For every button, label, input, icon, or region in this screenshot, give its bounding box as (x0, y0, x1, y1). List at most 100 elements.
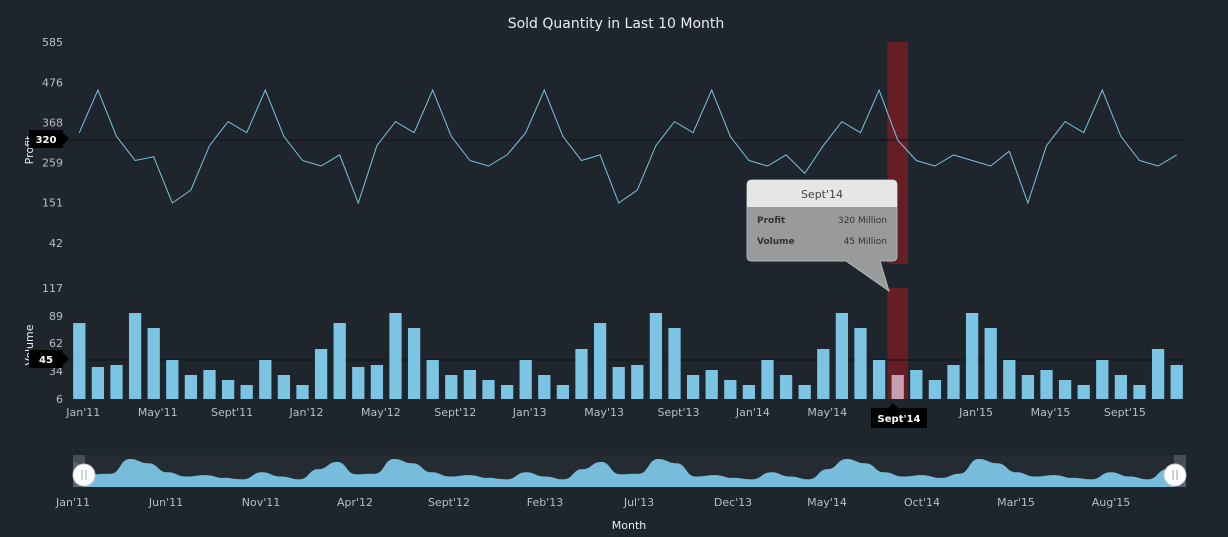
volume-bar (1058, 380, 1072, 399)
x-tick-label: May'15 (1031, 406, 1071, 419)
volume-y-tick-label: 34 (49, 365, 63, 378)
profit-series-line (78, 88, 1177, 205)
profit-y-tick-label: 368 (42, 116, 63, 129)
volume-bar (947, 365, 960, 399)
volume-bar (389, 313, 402, 399)
volume-bar-plot[interactable] (70, 288, 1186, 399)
x-tick-label: Jan'14 (735, 406, 770, 419)
month-crosshair-label: Sept'14 (871, 403, 927, 428)
navigator-right-handle[interactable] (1163, 463, 1187, 487)
volume-bar (203, 370, 216, 399)
volume-bar (128, 313, 142, 399)
volume-bar (742, 385, 756, 399)
volume-bar (779, 375, 793, 399)
volume-bar (817, 349, 830, 399)
volume-bar (556, 385, 570, 399)
volume-y-axis: 117 89 62 34 6 (42, 282, 63, 406)
volume-bar (928, 380, 942, 399)
navigator-tick-label: Nov'11 (242, 496, 281, 509)
volume-bar (965, 313, 979, 399)
x-tick-label: Jan'12 (289, 406, 324, 419)
navigator-tick-label: May'14 (807, 496, 847, 509)
volume-bar (221, 380, 235, 399)
navigator-tick-label: Jan'11 (55, 496, 90, 509)
volume-bar (463, 370, 477, 399)
volume-bar (761, 360, 774, 399)
volume-bar (668, 328, 681, 399)
tooltip-row-label-profit: Profit (757, 216, 786, 226)
volume-bar (407, 328, 421, 399)
volume-bar (184, 375, 198, 399)
volume-bar (147, 328, 160, 399)
volume-bar (854, 328, 867, 399)
volume-bar (314, 349, 328, 399)
volume-bar (1151, 349, 1165, 399)
navigator-volume-area (73, 459, 1186, 487)
volume-bar (593, 323, 607, 399)
volume-bar (166, 360, 179, 399)
volume-bar (910, 370, 923, 399)
navigator-tick-label: Aug'15 (1092, 496, 1131, 509)
volume-bar (631, 365, 644, 399)
volume-bar (575, 349, 588, 399)
x-axis-title: Month (612, 519, 647, 532)
range-navigator[interactable]: Jan'11 Jun'11 Nov'11 Apr'12 Sept'12 Feb'13 Jul… (55, 455, 1187, 509)
handle-knob (72, 463, 96, 487)
profit-y-tick-label: 151 (42, 197, 63, 210)
navigator-left-handle[interactable] (72, 463, 96, 487)
volume-y-tick-label: 89 (49, 310, 63, 323)
volume-bar (724, 380, 737, 399)
volume-bar (705, 370, 718, 399)
selected-month-highlight-bottom (887, 288, 908, 399)
handle-knob (1163, 463, 1187, 487)
tooltip-row-label-volume: Volume (757, 237, 795, 247)
volume-bar (1170, 365, 1183, 399)
profit-crosshair-label: 320 (29, 130, 69, 148)
volume-bar (1021, 375, 1035, 399)
profit-y-tick-label: 259 (42, 157, 63, 170)
volume-bar (835, 313, 849, 399)
volume-bar (482, 380, 495, 399)
volume-bar (73, 323, 86, 399)
volume-bar (649, 313, 663, 399)
volume-bar (240, 385, 253, 399)
month-x-axis: Jan'11 May'11 Sept'11 Jan'12 May'12 Sept'12 Ja… (65, 406, 1146, 419)
volume-bar (500, 385, 514, 399)
profit-line-plot[interactable] (70, 42, 1186, 264)
volume-y-tick-label: 117 (42, 282, 63, 295)
profit-y-tick-label: 476 (42, 76, 63, 89)
x-tick-label: Sept'12 (434, 406, 476, 419)
tooltip-row-value-profit: 320 Million (838, 216, 887, 226)
volume-bar (296, 385, 309, 399)
navigator-tick-label: Oct'14 (904, 496, 940, 509)
navigator-tick-label: Jun'11 (148, 496, 183, 509)
profit-y-tick-label: 585 (42, 36, 63, 49)
volume-bar (872, 360, 886, 399)
volume-bar (370, 365, 384, 399)
navigator-tick-label: Apr'12 (337, 496, 373, 509)
volume-y-tick-label: 6 (56, 393, 63, 406)
volume-bar (686, 375, 700, 399)
profit-y-axis: 585 476 368 259 151 42 (42, 36, 63, 250)
navigator-tick-label: Mar'15 (997, 496, 1035, 509)
x-tick-label: Jan'15 (958, 406, 993, 419)
svg-text:45: 45 (39, 355, 53, 366)
volume-bar (110, 365, 123, 399)
volume-bar-selected (891, 375, 904, 399)
volume-bar (538, 375, 551, 399)
volume-bar (1040, 370, 1053, 399)
navigator-tick-label: Feb'13 (527, 496, 564, 509)
x-tick-label: Jan'11 (65, 406, 100, 419)
volume-bar (798, 385, 811, 399)
x-tick-label: Sept'15 (1104, 406, 1146, 419)
volume-bar (352, 367, 365, 399)
volume-bar (333, 323, 346, 399)
svg-text:Sept'14: Sept'14 (878, 414, 921, 425)
volume-bar (259, 360, 272, 399)
volume-bar (426, 360, 439, 399)
volume-crosshair-label: 45 (29, 350, 69, 368)
data-tooltip: Sept'14 Profit 320 Million Volume 45 Mil… (746, 179, 898, 293)
x-tick-label: Sept'11 (211, 406, 253, 419)
volume-bar (445, 375, 458, 399)
